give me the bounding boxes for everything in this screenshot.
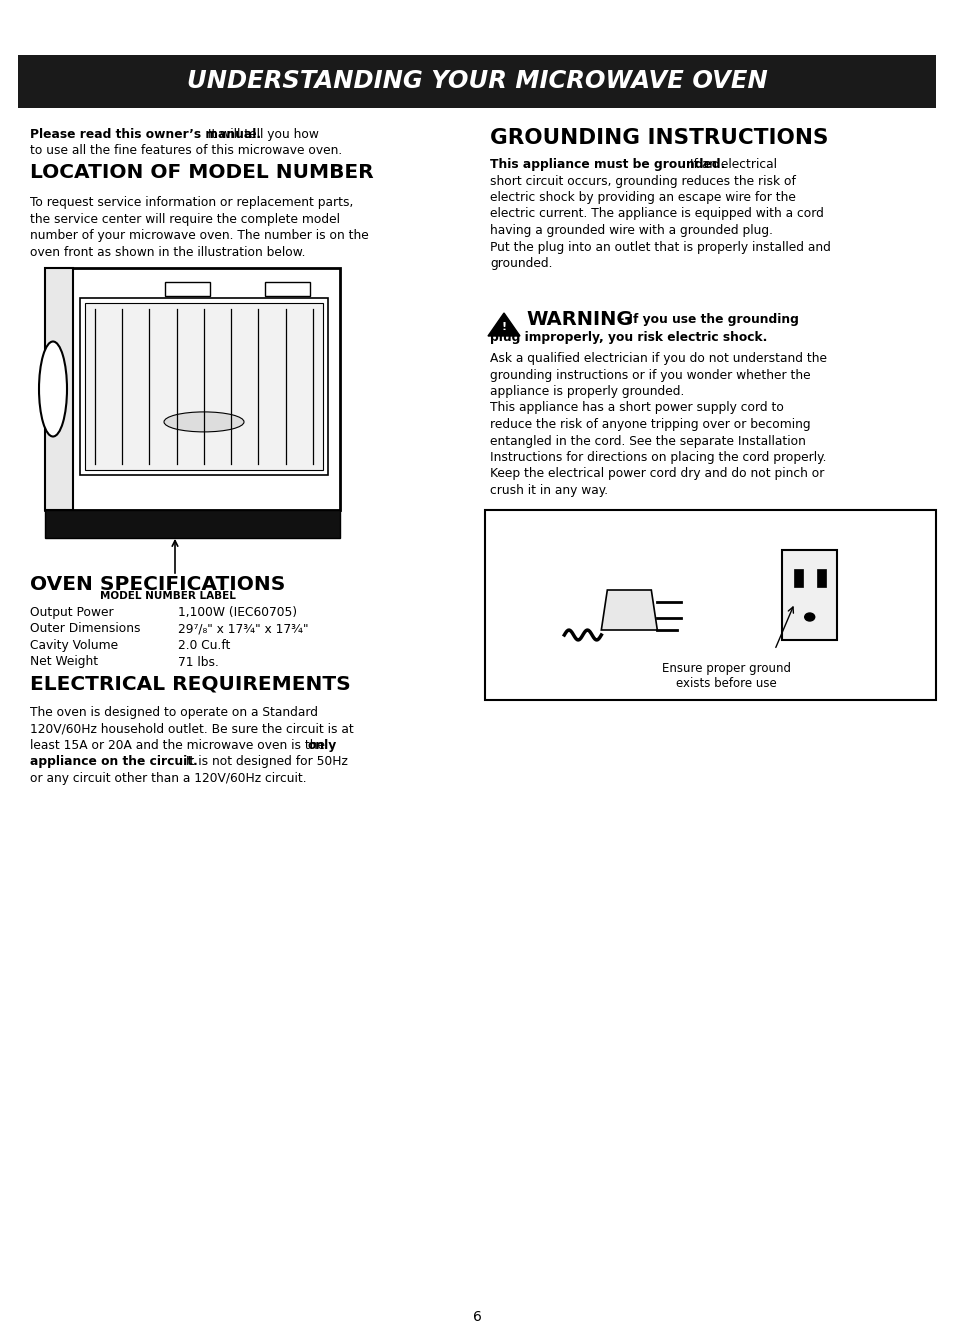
Text: grounded.: grounded. <box>490 258 552 270</box>
Text: Output Power: Output Power <box>30 607 113 619</box>
Text: - If you use the grounding: - If you use the grounding <box>615 313 798 326</box>
Text: Outer Dimensions: Outer Dimensions <box>30 623 140 636</box>
Bar <box>45 510 339 538</box>
Text: reduce the risk of anyone tripping over or becoming: reduce the risk of anyone tripping over … <box>490 417 810 431</box>
Text: 71 lbs.: 71 lbs. <box>178 655 218 668</box>
Text: crush it in any way.: crush it in any way. <box>490 484 607 497</box>
Polygon shape <box>488 313 519 336</box>
Ellipse shape <box>39 341 67 436</box>
Text: If an electrical: If an electrical <box>685 158 776 170</box>
Text: Ask a qualified electrician if you do not understand the: Ask a qualified electrician if you do no… <box>490 352 826 365</box>
Text: the service center will require the complete model: the service center will require the comp… <box>30 212 339 225</box>
Bar <box>484 510 935 701</box>
Polygon shape <box>600 590 657 629</box>
Text: Net Weight: Net Weight <box>30 655 98 668</box>
Text: Instructions for directions on placing the cord properly.: Instructions for directions on placing t… <box>490 451 825 464</box>
Text: Please read this owner’s manual.: Please read this owner’s manual. <box>30 127 261 141</box>
Text: GROUNDING INSTRUCTIONS: GROUNDING INSTRUCTIONS <box>490 127 827 148</box>
Text: 1,100W (IEC60705): 1,100W (IEC60705) <box>178 607 296 619</box>
Text: Ensure proper ground
exists before use: Ensure proper ground exists before use <box>661 662 790 690</box>
Text: entangled in the cord. See the separate Installation: entangled in the cord. See the separate … <box>490 435 805 447</box>
Text: It will tell you how: It will tell you how <box>204 127 318 141</box>
Text: UNDERSTANDING YOUR MICROWAVE OVEN: UNDERSTANDING YOUR MICROWAVE OVEN <box>187 70 766 94</box>
Bar <box>165 282 210 297</box>
Text: or any circuit other than a 120V/60Hz circuit.: or any circuit other than a 120V/60Hz ci… <box>30 772 306 785</box>
Bar <box>265 282 310 297</box>
Bar <box>80 298 328 475</box>
Bar <box>18 55 935 107</box>
Bar <box>781 550 837 640</box>
Text: WARNING: WARNING <box>525 310 632 329</box>
Bar <box>45 268 73 510</box>
Text: having a grounded wire with a grounded plug.: having a grounded wire with a grounded p… <box>490 224 772 238</box>
Text: appliance is properly grounded.: appliance is properly grounded. <box>490 385 683 399</box>
Text: appliance on the circuit.: appliance on the circuit. <box>30 756 197 769</box>
Text: number of your microwave oven. The number is on the: number of your microwave oven. The numbe… <box>30 229 369 242</box>
Text: plug improperly, you risk electric shock.: plug improperly, you risk electric shock… <box>490 330 766 344</box>
Text: oven front as shown in the illustration below.: oven front as shown in the illustration … <box>30 246 305 259</box>
Bar <box>816 569 825 586</box>
Text: This appliance has a short power supply cord to: This appliance has a short power supply … <box>490 401 783 415</box>
Text: short circuit occurs, grounding reduces the risk of: short circuit occurs, grounding reduces … <box>490 174 795 188</box>
Text: LOCATION OF MODEL NUMBER: LOCATION OF MODEL NUMBER <box>30 162 374 183</box>
Text: to use all the fine features of this microwave oven.: to use all the fine features of this mic… <box>30 145 342 157</box>
Bar <box>793 569 801 586</box>
Ellipse shape <box>804 613 814 621</box>
Text: ELECTRICAL REQUIREMENTS: ELECTRICAL REQUIREMENTS <box>30 675 351 694</box>
Text: 120V/60Hz household outlet. Be sure the circuit is at: 120V/60Hz household outlet. Be sure the … <box>30 722 354 735</box>
Text: OVEN SPECIFICATIONS: OVEN SPECIFICATIONS <box>30 574 285 595</box>
Ellipse shape <box>164 412 244 432</box>
Bar <box>85 303 323 470</box>
Text: 29⁷/₈" x 17¾" x 17¾": 29⁷/₈" x 17¾" x 17¾" <box>178 623 308 636</box>
Text: MODEL NUMBER LABEL: MODEL NUMBER LABEL <box>100 590 235 601</box>
Text: Cavity Volume: Cavity Volume <box>30 639 118 652</box>
Text: It is not designed for 50Hz: It is not designed for 50Hz <box>182 756 348 769</box>
Text: 2.0 Cu.ft: 2.0 Cu.ft <box>178 639 230 652</box>
Text: electric current. The appliance is equipped with a cord: electric current. The appliance is equip… <box>490 208 823 220</box>
Text: grounding instructions or if you wonder whether the: grounding instructions or if you wonder … <box>490 369 810 381</box>
Text: Keep the electrical power cord dry and do not pinch or: Keep the electrical power cord dry and d… <box>490 467 823 480</box>
Bar <box>45 268 339 510</box>
Text: The oven is designed to operate on a Standard: The oven is designed to operate on a Sta… <box>30 706 317 719</box>
Text: only: only <box>308 739 337 752</box>
Text: least 15A or 20A and the microwave oven is the: least 15A or 20A and the microwave oven … <box>30 739 329 752</box>
Text: !: ! <box>501 322 506 331</box>
Text: Put the plug into an outlet that is properly installed and: Put the plug into an outlet that is prop… <box>490 240 830 254</box>
Text: To request service information or replacement parts,: To request service information or replac… <box>30 196 353 209</box>
Text: This appliance must be grounded.: This appliance must be grounded. <box>490 158 724 170</box>
Text: 6: 6 <box>472 1310 481 1325</box>
Text: electric shock by providing an escape wire for the: electric shock by providing an escape wi… <box>490 191 795 204</box>
